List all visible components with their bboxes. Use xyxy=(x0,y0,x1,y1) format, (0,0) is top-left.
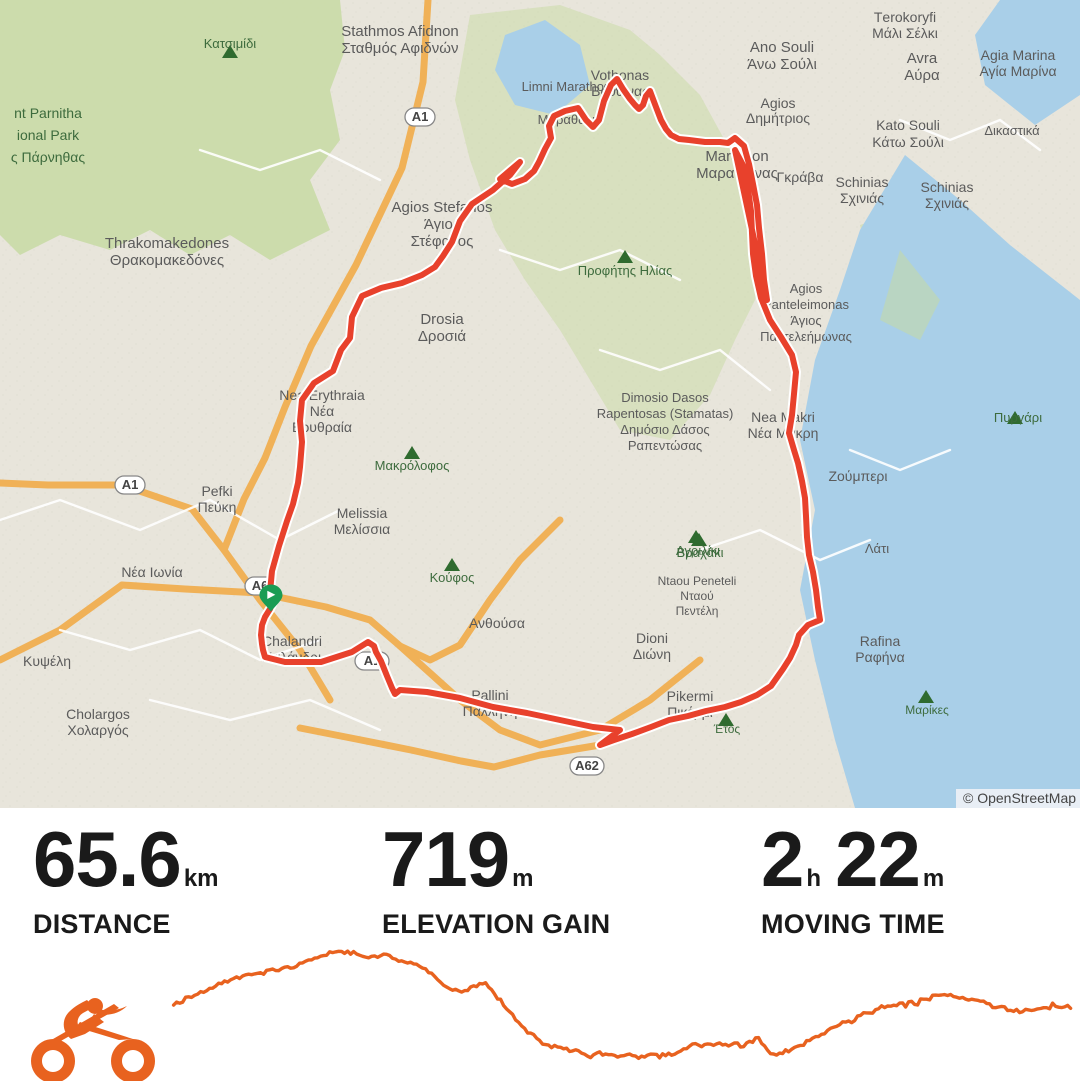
svg-text:Drosia: Drosia xyxy=(420,311,464,328)
svg-text:Κατσιμίδι: Κατσιμίδι xyxy=(204,36,257,51)
svg-text:Έτος: Έτος xyxy=(713,722,741,736)
svg-text:Schinias: Schinias xyxy=(836,174,889,190)
svg-text:Κούφος: Κούφος xyxy=(430,570,475,585)
svg-text:Agia Marina: Agia Marina xyxy=(981,47,1056,63)
svg-text:Thrakomakedones: Thrakomakedones xyxy=(105,235,229,252)
svg-text:Δημόσιο Δάσος: Δημόσιο Δάσος xyxy=(620,422,709,437)
svg-text:Χολαργός: Χολαργός xyxy=(67,722,128,738)
svg-text:Μάλι Σέλκι: Μάλι Σέλκι xyxy=(872,25,938,41)
svg-text:Στέφανος: Στέφανος xyxy=(411,233,474,250)
svg-text:Νέα Μάκρη: Νέα Μάκρη xyxy=(748,425,819,441)
svg-text:Δροσιά: Δροσιά xyxy=(418,328,466,345)
svg-text:Melissia: Melissia xyxy=(337,505,388,521)
svg-text:Kato Souli: Kato Souli xyxy=(876,117,940,133)
svg-text:Νέα: Νέα xyxy=(310,403,334,419)
svg-text:Κάτω Σούλι: Κάτω Σούλι xyxy=(872,134,944,150)
svg-text:Ζούμπερι: Ζούμπερι xyxy=(828,468,887,484)
svg-text:Άνω Σούλι: Άνω Σούλι xyxy=(747,56,817,73)
svg-text:Πεντέλη: Πεντέλη xyxy=(676,604,719,618)
svg-text:nt Parnitha: nt Parnitha xyxy=(14,105,82,121)
svg-text:Νέα Ιωνία: Νέα Ιωνία xyxy=(121,564,182,580)
svg-text:Pefki: Pefki xyxy=(201,483,232,499)
svg-text:Agios: Agios xyxy=(760,95,795,111)
svg-text:Δημήτριος: Δημήτριος xyxy=(746,110,810,126)
svg-text:Pikermi: Pikermi xyxy=(667,688,714,704)
svg-text:Schinias: Schinias xyxy=(921,179,974,195)
svg-text:Προφήτης Ηλίας: Προφήτης Ηλίας xyxy=(578,263,672,278)
svg-text:Πεύκη: Πεύκη xyxy=(198,499,237,515)
svg-text:Σχινιάς: Σχινιάς xyxy=(925,195,969,211)
svg-text:Nea Erythraia: Nea Erythraia xyxy=(279,387,365,403)
svg-text:Agios: Agios xyxy=(790,281,823,296)
svg-text:Ραφήνα: Ραφήνα xyxy=(855,649,904,665)
svg-text:Δικαστικά: Δικαστικά xyxy=(984,123,1040,138)
svg-text:ional Park: ional Park xyxy=(17,127,80,143)
svg-text:Μαρίκες: Μαρίκες xyxy=(905,703,949,717)
svg-text:Αύρα: Αύρα xyxy=(904,67,940,84)
svg-text:Dimosio Dasos: Dimosio Dasos xyxy=(621,390,709,405)
svg-text:Σταθμός Αφιδνών: Σταθμός Αφιδνών xyxy=(342,40,459,57)
svg-text:Ntaou Peneteli: Ntaou Peneteli xyxy=(658,574,737,588)
svg-text:Βραχάκι: Βραχάκι xyxy=(677,545,724,560)
svg-text:A1: A1 xyxy=(412,109,429,124)
svg-text:© OpenStreetMap: © OpenStreetMap xyxy=(963,790,1076,806)
svg-text:Ανθούσα: Ανθούσα xyxy=(469,615,525,631)
svg-text:Θρακομακεδόνες: Θρακομακεδόνες xyxy=(110,252,224,269)
svg-text:Rapentosas (Stamatas): Rapentosas (Stamatas) xyxy=(597,406,734,421)
svg-text:ς Πάρνηθας: ς Πάρνηθας xyxy=(11,149,85,165)
svg-text:Γκράβα: Γκράβα xyxy=(777,169,824,185)
svg-text:Άγιος: Άγιος xyxy=(790,313,821,328)
svg-text:Πυργάρι: Πυργάρι xyxy=(994,410,1042,425)
svg-text:Ano Souli: Ano Souli xyxy=(750,39,814,56)
svg-text:A62: A62 xyxy=(575,758,599,773)
svg-text:Dioni: Dioni xyxy=(636,630,668,646)
svg-text:Chalandri: Chalandri xyxy=(262,633,322,649)
svg-text:Λάτι: Λάτι xyxy=(865,541,889,556)
svg-text:Τerokoryfi: Τerokoryfi xyxy=(874,9,936,25)
svg-text:Μελίσσια: Μελίσσια xyxy=(334,521,391,537)
svg-text:Stathmos Afidnon: Stathmos Afidnon xyxy=(341,23,459,40)
svg-text:Rafina: Rafina xyxy=(860,633,901,649)
svg-text:Μακρόλοφος: Μακρόλοφος xyxy=(375,458,450,473)
svg-text:Avra: Avra xyxy=(907,50,938,67)
svg-text:Panteleimonas: Panteleimonas xyxy=(763,297,849,312)
svg-text:Νταού: Νταού xyxy=(680,589,713,603)
svg-text:Διώνη: Διώνη xyxy=(633,646,671,662)
svg-text:Σχινιάς: Σχινιάς xyxy=(840,190,884,206)
svg-text:A1: A1 xyxy=(122,477,139,492)
svg-text:Nea Makri: Nea Makri xyxy=(751,409,815,425)
svg-text:Cholargos: Cholargos xyxy=(66,706,130,722)
svg-text:Κυψέλη: Κυψέλη xyxy=(23,653,71,669)
svg-text:Ραπεντώσας: Ραπεντώσας xyxy=(628,438,702,453)
svg-text:Αγία Μαρίνα: Αγία Μαρίνα xyxy=(979,63,1056,79)
